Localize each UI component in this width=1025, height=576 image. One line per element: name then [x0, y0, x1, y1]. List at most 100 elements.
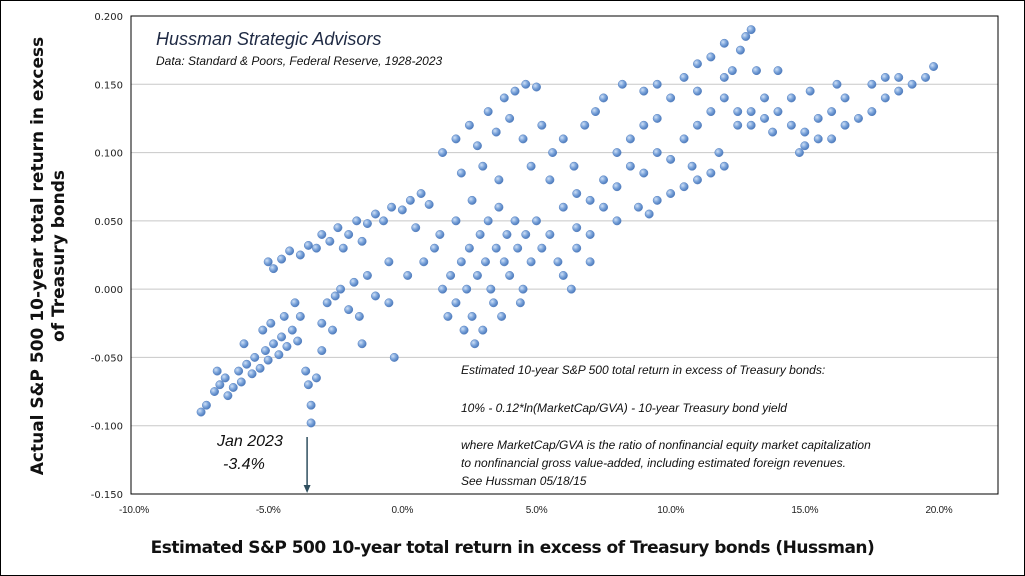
data-point: [840, 93, 850, 103]
data-point: [794, 148, 804, 158]
data-point: [580, 120, 590, 130]
y-tick-label: 0.200: [94, 12, 123, 23]
data-point: [371, 291, 380, 301]
data-point: [424, 200, 434, 209]
data-point: [357, 236, 367, 246]
x-tick-label: 20.0%: [926, 505, 953, 516]
data-point: [344, 230, 354, 239]
data-point: [325, 236, 335, 246]
data-point: [666, 189, 676, 198]
x-tick-label: 5.0%: [526, 505, 548, 516]
data-point: [220, 373, 230, 383]
data-point: [438, 284, 448, 294]
data-point: [494, 175, 504, 185]
data-point: [867, 107, 877, 117]
data-point: [746, 107, 756, 117]
data-point: [456, 168, 466, 178]
data-point: [832, 79, 842, 89]
data-point: [553, 257, 563, 267]
data-point: [266, 318, 276, 328]
data-point: [387, 202, 397, 212]
data-point: [572, 223, 582, 233]
data-point: [760, 113, 770, 123]
data-point: [242, 359, 252, 369]
data-point: [389, 352, 399, 362]
annotation-value: -3.4%: [223, 456, 265, 473]
data-point: [773, 66, 783, 76]
data-point: [727, 66, 737, 76]
data-point: [290, 298, 300, 308]
y-tick-label: 0.050: [94, 217, 123, 228]
data-point: [612, 216, 622, 226]
data-point: [464, 120, 474, 130]
data-point: [746, 120, 756, 130]
data-point: [464, 243, 474, 253]
y-axis-title-line1: Actual S&P 500 10-year total return in e…: [28, 37, 48, 476]
data-point: [336, 284, 346, 294]
data-point: [526, 257, 536, 267]
data-point: [693, 120, 702, 130]
data-point: [572, 243, 582, 253]
x-tick-label: -5.0%: [256, 505, 281, 516]
data-point: [379, 216, 388, 226]
arrow-head-icon: [303, 485, 311, 493]
data-point: [840, 120, 850, 130]
data-point: [813, 113, 823, 123]
data-point: [719, 161, 729, 171]
data-point: [733, 107, 743, 117]
data-point: [537, 120, 547, 130]
data-point: [719, 93, 729, 103]
data-point: [261, 346, 270, 356]
data-point: [532, 82, 541, 92]
data-point: [505, 271, 515, 280]
data-point: [719, 38, 729, 48]
data-point: [443, 312, 453, 321]
formula-note-line1: Estimated 10-year S&P 500 total return i…: [461, 363, 826, 377]
formula-note-line4: to nonfinancial gross value-added, inclu…: [461, 456, 846, 470]
data-point: [786, 120, 796, 130]
data-point: [687, 161, 697, 171]
data-point: [459, 325, 469, 335]
y-tick-label: -0.100: [91, 422, 123, 433]
data-point: [625, 161, 635, 171]
data-point: [293, 336, 303, 346]
data-point: [827, 134, 837, 144]
data-point: [478, 161, 488, 171]
data-point: [666, 93, 676, 103]
x-tick-label: 10.0%: [657, 505, 684, 516]
x-axis-ticks: -10.0% -5.0% 0.0% 5.0% 10.0% 15.0% 20.0%: [119, 505, 953, 516]
data-point: [462, 284, 472, 294]
data-point: [354, 312, 364, 321]
data-point: [867, 79, 877, 89]
data-point: [456, 257, 466, 267]
data-point: [285, 246, 295, 256]
data-point: [714, 148, 724, 158]
y-tick-label: 0.150: [94, 80, 123, 91]
data-point: [435, 230, 445, 239]
y-tick-label: -0.050: [91, 353, 123, 364]
data-point: [451, 298, 461, 308]
data-point: [880, 73, 890, 82]
data-point: [518, 134, 528, 144]
data-point: [328, 325, 338, 335]
data-point: [352, 216, 362, 226]
data-point: [333, 223, 343, 233]
data-point: [481, 257, 490, 267]
data-point: [282, 342, 292, 351]
data-points: [196, 25, 939, 428]
data-point: [312, 373, 321, 383]
y-axis-title-line2: of Treasury bonds: [49, 170, 69, 342]
data-point: [338, 243, 348, 253]
data-point: [894, 73, 904, 82]
data-point: [639, 120, 649, 130]
data-point: [255, 363, 265, 373]
chart-subtitle: Data: Standard & Poors, Federal Reserve,…: [156, 54, 443, 68]
data-point: [880, 93, 890, 103]
data-point: [929, 62, 939, 71]
data-point: [768, 127, 778, 137]
data-point: [693, 175, 702, 185]
data-point: [416, 189, 426, 198]
data-point: [652, 148, 662, 158]
data-point: [894, 86, 904, 96]
